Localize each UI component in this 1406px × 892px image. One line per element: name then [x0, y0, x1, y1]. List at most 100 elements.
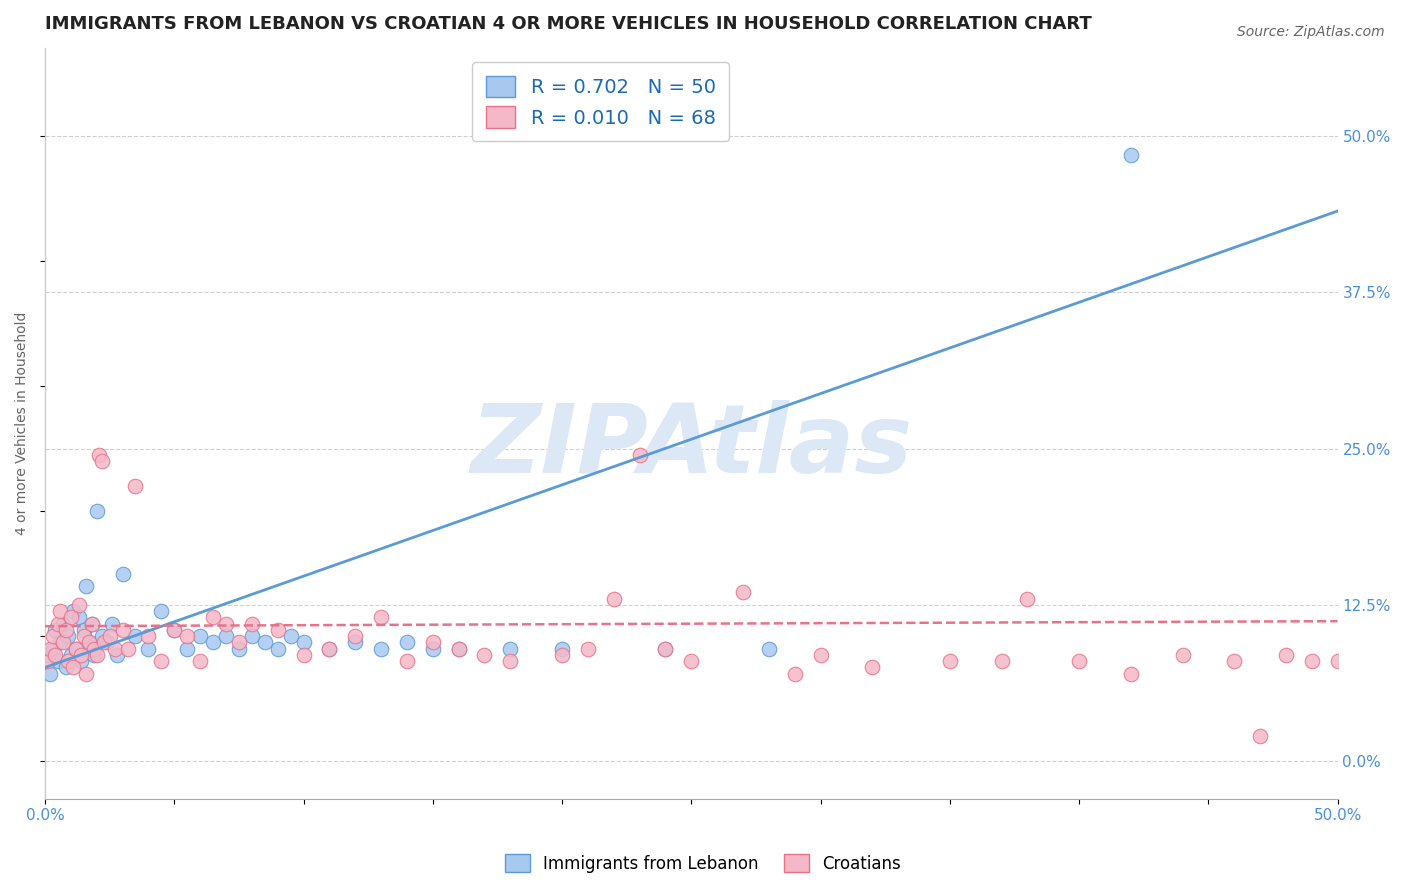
Point: [111, 566, 134, 581]
Point: [80, 616, 103, 631]
Point: [370, 610, 392, 624]
Point: [96, 635, 118, 649]
Point: [65, 641, 87, 656]
Point: [42, 629, 65, 643]
Point: [73, 623, 96, 637]
Point: [266, 641, 288, 656]
Point: [576, 641, 599, 656]
Point: [111, 623, 134, 637]
Point: [138, 641, 160, 656]
Point: [49, 604, 72, 618]
Point: [551, 641, 574, 656]
Point: [105, 648, 128, 662]
Point: [1223, 654, 1246, 668]
Point: [70, 648, 93, 662]
Point: [1301, 654, 1323, 668]
Point: [422, 641, 444, 656]
Point: [228, 635, 250, 649]
Point: [89, 448, 111, 462]
Point: [46, 654, 69, 668]
Point: [138, 629, 160, 643]
Point: [55, 660, 77, 674]
Point: [266, 623, 288, 637]
Point: [240, 616, 263, 631]
Point: [280, 629, 302, 643]
Point: [86, 648, 108, 662]
Point: [253, 635, 276, 649]
Point: [42, 641, 65, 656]
Point: [59, 648, 82, 662]
Point: [104, 641, 127, 656]
Point: [98, 629, 121, 643]
Point: [83, 641, 105, 656]
Point: [75, 666, 97, 681]
Point: [90, 629, 112, 643]
Point: [202, 610, 225, 624]
Point: [73, 629, 96, 643]
Point: [783, 666, 806, 681]
Point: [215, 629, 238, 643]
Point: [176, 629, 198, 643]
Point: [422, 635, 444, 649]
Point: [52, 635, 75, 649]
Point: [70, 654, 93, 668]
Point: [990, 654, 1012, 668]
Point: [58, 629, 80, 643]
Point: [1171, 648, 1194, 662]
Point: [318, 641, 340, 656]
Point: [163, 623, 186, 637]
Point: [370, 641, 392, 656]
Point: [758, 641, 780, 656]
Point: [1017, 591, 1039, 606]
Point: [37, 654, 59, 668]
Point: [292, 635, 315, 649]
Point: [603, 591, 626, 606]
Point: [202, 635, 225, 649]
Point: [939, 654, 962, 668]
Point: [681, 654, 703, 668]
Text: Source: ZipAtlas.com: Source: ZipAtlas.com: [1237, 25, 1385, 39]
Point: [93, 635, 115, 649]
Point: [654, 641, 676, 656]
Point: [67, 598, 90, 612]
Point: [39, 666, 62, 681]
Point: [150, 604, 173, 618]
Point: [1275, 648, 1298, 662]
Legend: R = 0.702   N = 50, R = 0.010   N = 68: R = 0.702 N = 50, R = 0.010 N = 68: [472, 62, 730, 141]
Point: [731, 585, 754, 599]
Point: [101, 616, 124, 631]
Point: [44, 648, 66, 662]
Point: [344, 635, 367, 649]
Point: [240, 629, 263, 643]
Point: [810, 648, 832, 662]
Point: [318, 641, 340, 656]
Point: [49, 635, 72, 649]
Point: [39, 641, 62, 656]
Point: [1326, 654, 1348, 668]
Point: [551, 648, 574, 662]
Point: [86, 504, 108, 518]
Point: [90, 454, 112, 468]
Point: [499, 641, 522, 656]
Point: [344, 629, 367, 643]
Point: [1249, 729, 1271, 743]
Point: [150, 654, 173, 668]
Point: [59, 610, 82, 624]
Point: [1069, 654, 1091, 668]
Point: [395, 654, 418, 668]
Point: [447, 641, 470, 656]
Point: [117, 641, 139, 656]
Point: [163, 623, 186, 637]
Point: [58, 654, 80, 668]
Point: [65, 641, 87, 656]
Y-axis label: 4 or more Vehicles in Household: 4 or more Vehicles in Household: [15, 312, 30, 535]
Point: [44, 623, 66, 637]
Point: [499, 654, 522, 668]
Point: [124, 479, 146, 493]
Point: [860, 660, 883, 674]
Text: ZIPAtlas: ZIPAtlas: [470, 400, 912, 492]
Point: [188, 629, 211, 643]
Point: [1119, 147, 1142, 161]
Point: [215, 616, 238, 631]
Point: [176, 641, 198, 656]
